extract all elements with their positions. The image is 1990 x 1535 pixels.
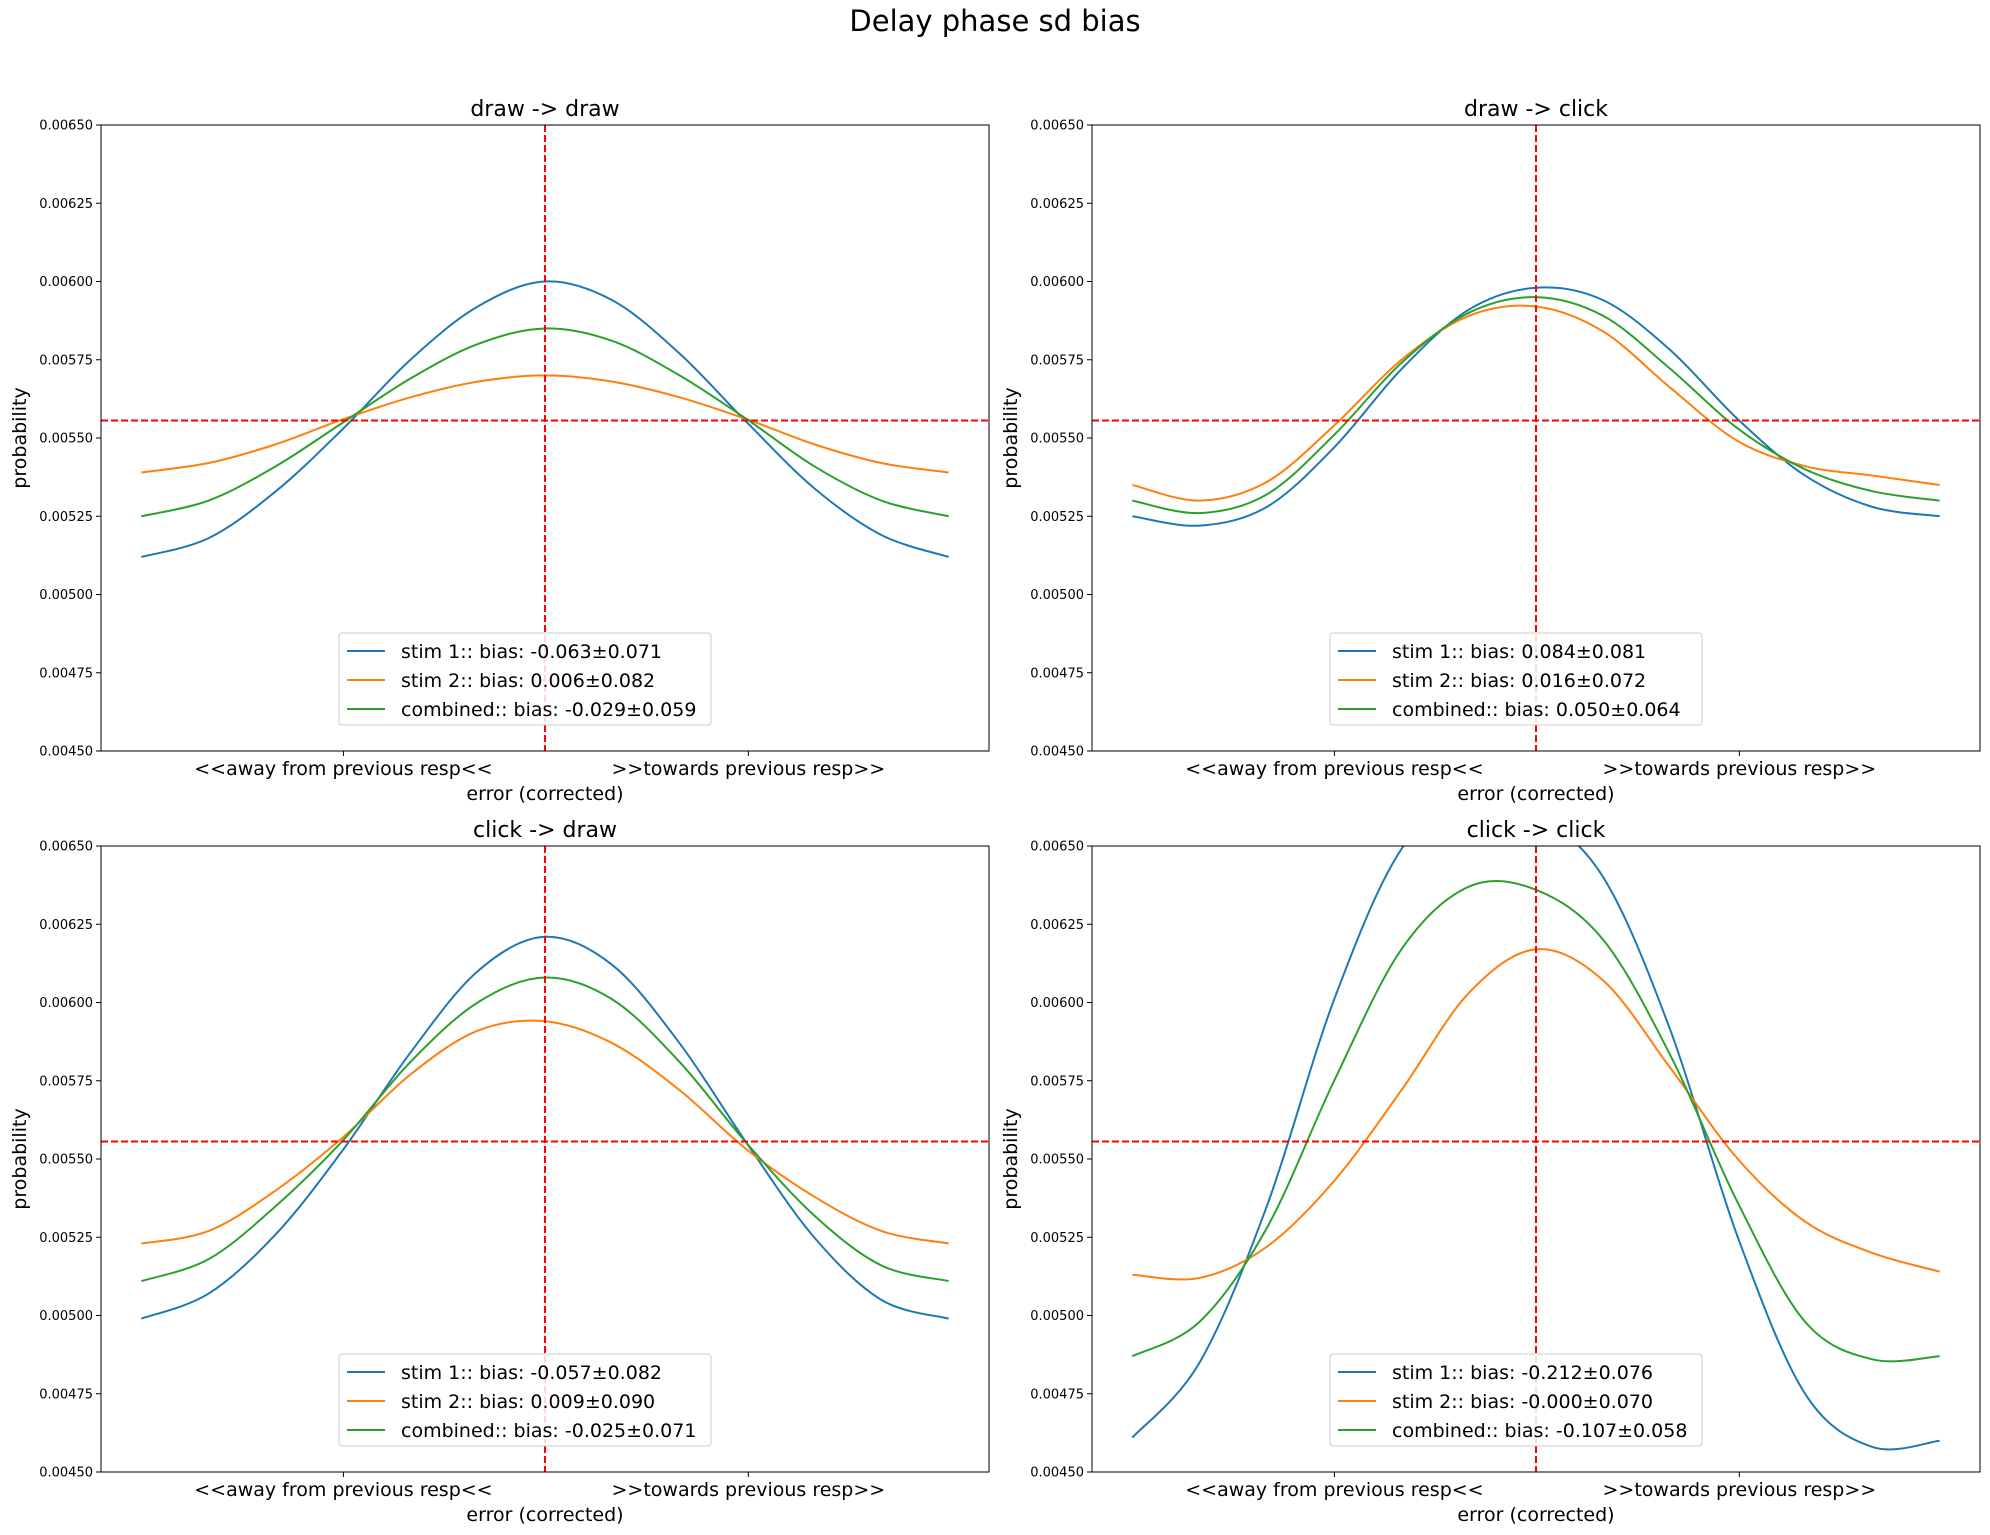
subplot-3: click -> draw 0.00450 0.00475 0.00500 0.0052… [9, 818, 990, 1526]
legend-label: stim 1:: bias: -0.212±0.076 [1392, 1362, 1653, 1384]
series-line-stim1 [1131, 846, 1940, 1451]
y-tick-label: 0.00450 [39, 1466, 93, 1481]
y-tick-label: 0.00475 [1030, 1387, 1084, 1402]
y-tick-label: 0.00600 [39, 996, 93, 1011]
legend-label: stim 2:: bias: -0.000±0.070 [1392, 1391, 1653, 1413]
y-tick-label: 0.00525 [39, 1231, 93, 1246]
axes-frame [1091, 845, 1981, 1473]
y-tick-label: 0.00525 [39, 510, 93, 525]
legend-label: combined:: bias: -0.025±0.071 [401, 1420, 696, 1442]
y-tick-label: 0.00475 [39, 666, 93, 681]
subplot-4: click -> click 0.00450 0.00475 0.00500 0.005… [1000, 818, 1981, 1526]
subplot-title: draw -> draw [470, 97, 619, 122]
y-axis-label: probability [1000, 387, 1022, 488]
y-tick-label: 0.00575 [1030, 1074, 1084, 1089]
y-tick-label: 0.00475 [1030, 666, 1084, 681]
subplot-title: draw -> click [1464, 97, 1608, 122]
x-tick-label: >>towards previous resp>> [611, 758, 885, 780]
subplot-title: click -> click [1467, 818, 1606, 843]
subplot-title: click -> draw [473, 818, 617, 843]
plot-area [1092, 846, 1980, 1472]
x-tick-label: >>towards previous resp>> [1602, 1479, 1876, 1501]
y-tick-label: 0.00525 [1030, 510, 1084, 525]
y-tick-label: 0.00500 [39, 588, 93, 603]
x-axis-label: error (corrected) [1457, 1504, 1614, 1526]
x-tick-label: >>towards previous resp>> [1602, 758, 1876, 780]
axes-frame [1091, 124, 1981, 752]
axes-frame [100, 845, 990, 1473]
y-tick-label: 0.00500 [1030, 588, 1084, 603]
legend-box [338, 1353, 712, 1447]
y-tick-label: 0.00600 [39, 275, 93, 290]
x-axis-label: error (corrected) [466, 783, 623, 805]
y-tick-label: 0.00625 [39, 918, 93, 933]
legend-label: stim 1:: bias: -0.063±0.071 [401, 641, 662, 663]
legend-label: stim 1:: bias: -0.057±0.082 [401, 1362, 662, 1384]
subplot-1: draw -> draw 0.00450 0.00475 0.00500 0.00525… [9, 97, 990, 805]
y-tick-label: 0.00550 [39, 432, 93, 447]
legend-box [1329, 632, 1703, 726]
y-tick-label: 0.00625 [1030, 918, 1084, 933]
legend-label: stim 2:: bias: 0.009±0.090 [401, 1391, 655, 1413]
axes-frame [100, 124, 990, 752]
x-tick-label: <<away from previous resp<< [1185, 1479, 1483, 1501]
legend-box [1329, 1353, 1703, 1447]
y-tick-label: 0.00650 [39, 840, 93, 855]
y-axis-label: probability [1000, 1108, 1022, 1209]
legend-label: stim 2:: bias: 0.016±0.072 [1392, 670, 1646, 692]
y-tick-label: 0.00450 [39, 745, 93, 760]
legend-label: combined:: bias: -0.107±0.058 [1392, 1420, 1687, 1442]
y-tick-label: 0.00525 [1030, 1231, 1084, 1246]
x-tick-label: <<away from previous resp<< [194, 758, 492, 780]
legend-label: stim 1:: bias: 0.084±0.081 [1392, 641, 1646, 663]
y-tick-label: 0.00550 [1030, 432, 1084, 447]
y-axis-label: probability [9, 387, 31, 488]
legend-label: combined:: bias: 0.050±0.064 [1392, 699, 1681, 721]
y-tick-label: 0.00500 [1030, 1309, 1084, 1324]
y-tick-label: 0.00550 [39, 1153, 93, 1168]
y-tick-label: 0.00575 [1030, 353, 1084, 368]
legend-label: stim 2:: bias: 0.006±0.082 [401, 670, 655, 692]
y-tick-label: 0.00600 [1030, 996, 1084, 1011]
legend-box [338, 632, 712, 726]
y-tick-label: 0.00575 [39, 1074, 93, 1089]
x-tick-label: <<away from previous resp<< [194, 1479, 492, 1501]
y-tick-label: 0.00550 [1030, 1153, 1084, 1168]
y-tick-label: 0.00450 [1030, 745, 1084, 760]
legend-label: combined:: bias: -0.029±0.059 [401, 699, 696, 721]
y-tick-label: 0.00650 [1030, 119, 1084, 134]
y-tick-label: 0.00475 [39, 1387, 93, 1402]
y-tick-label: 0.00625 [1030, 197, 1084, 212]
y-axis-label: probability [9, 1108, 31, 1209]
y-tick-label: 0.00450 [1030, 1466, 1084, 1481]
y-tick-label: 0.00600 [1030, 275, 1084, 290]
x-axis-label: error (corrected) [466, 1504, 623, 1526]
plot-area [101, 125, 989, 751]
plot-area [1092, 125, 1980, 751]
x-axis-label: error (corrected) [1457, 783, 1614, 805]
y-tick-label: 0.00500 [39, 1309, 93, 1324]
y-tick-label: 0.00575 [39, 353, 93, 368]
x-tick-label: <<away from previous resp<< [1185, 758, 1483, 780]
x-tick-label: >>towards previous resp>> [611, 1479, 885, 1501]
y-tick-label: 0.00625 [39, 197, 93, 212]
y-tick-label: 0.00650 [39, 119, 93, 134]
plot-area [101, 846, 989, 1472]
figure-title: Delay phase sd bias [849, 4, 1141, 38]
y-tick-label: 0.00650 [1030, 840, 1084, 855]
subplot-2: draw -> click 0.00450 0.00475 0.00500 0.0052… [1000, 97, 1981, 805]
